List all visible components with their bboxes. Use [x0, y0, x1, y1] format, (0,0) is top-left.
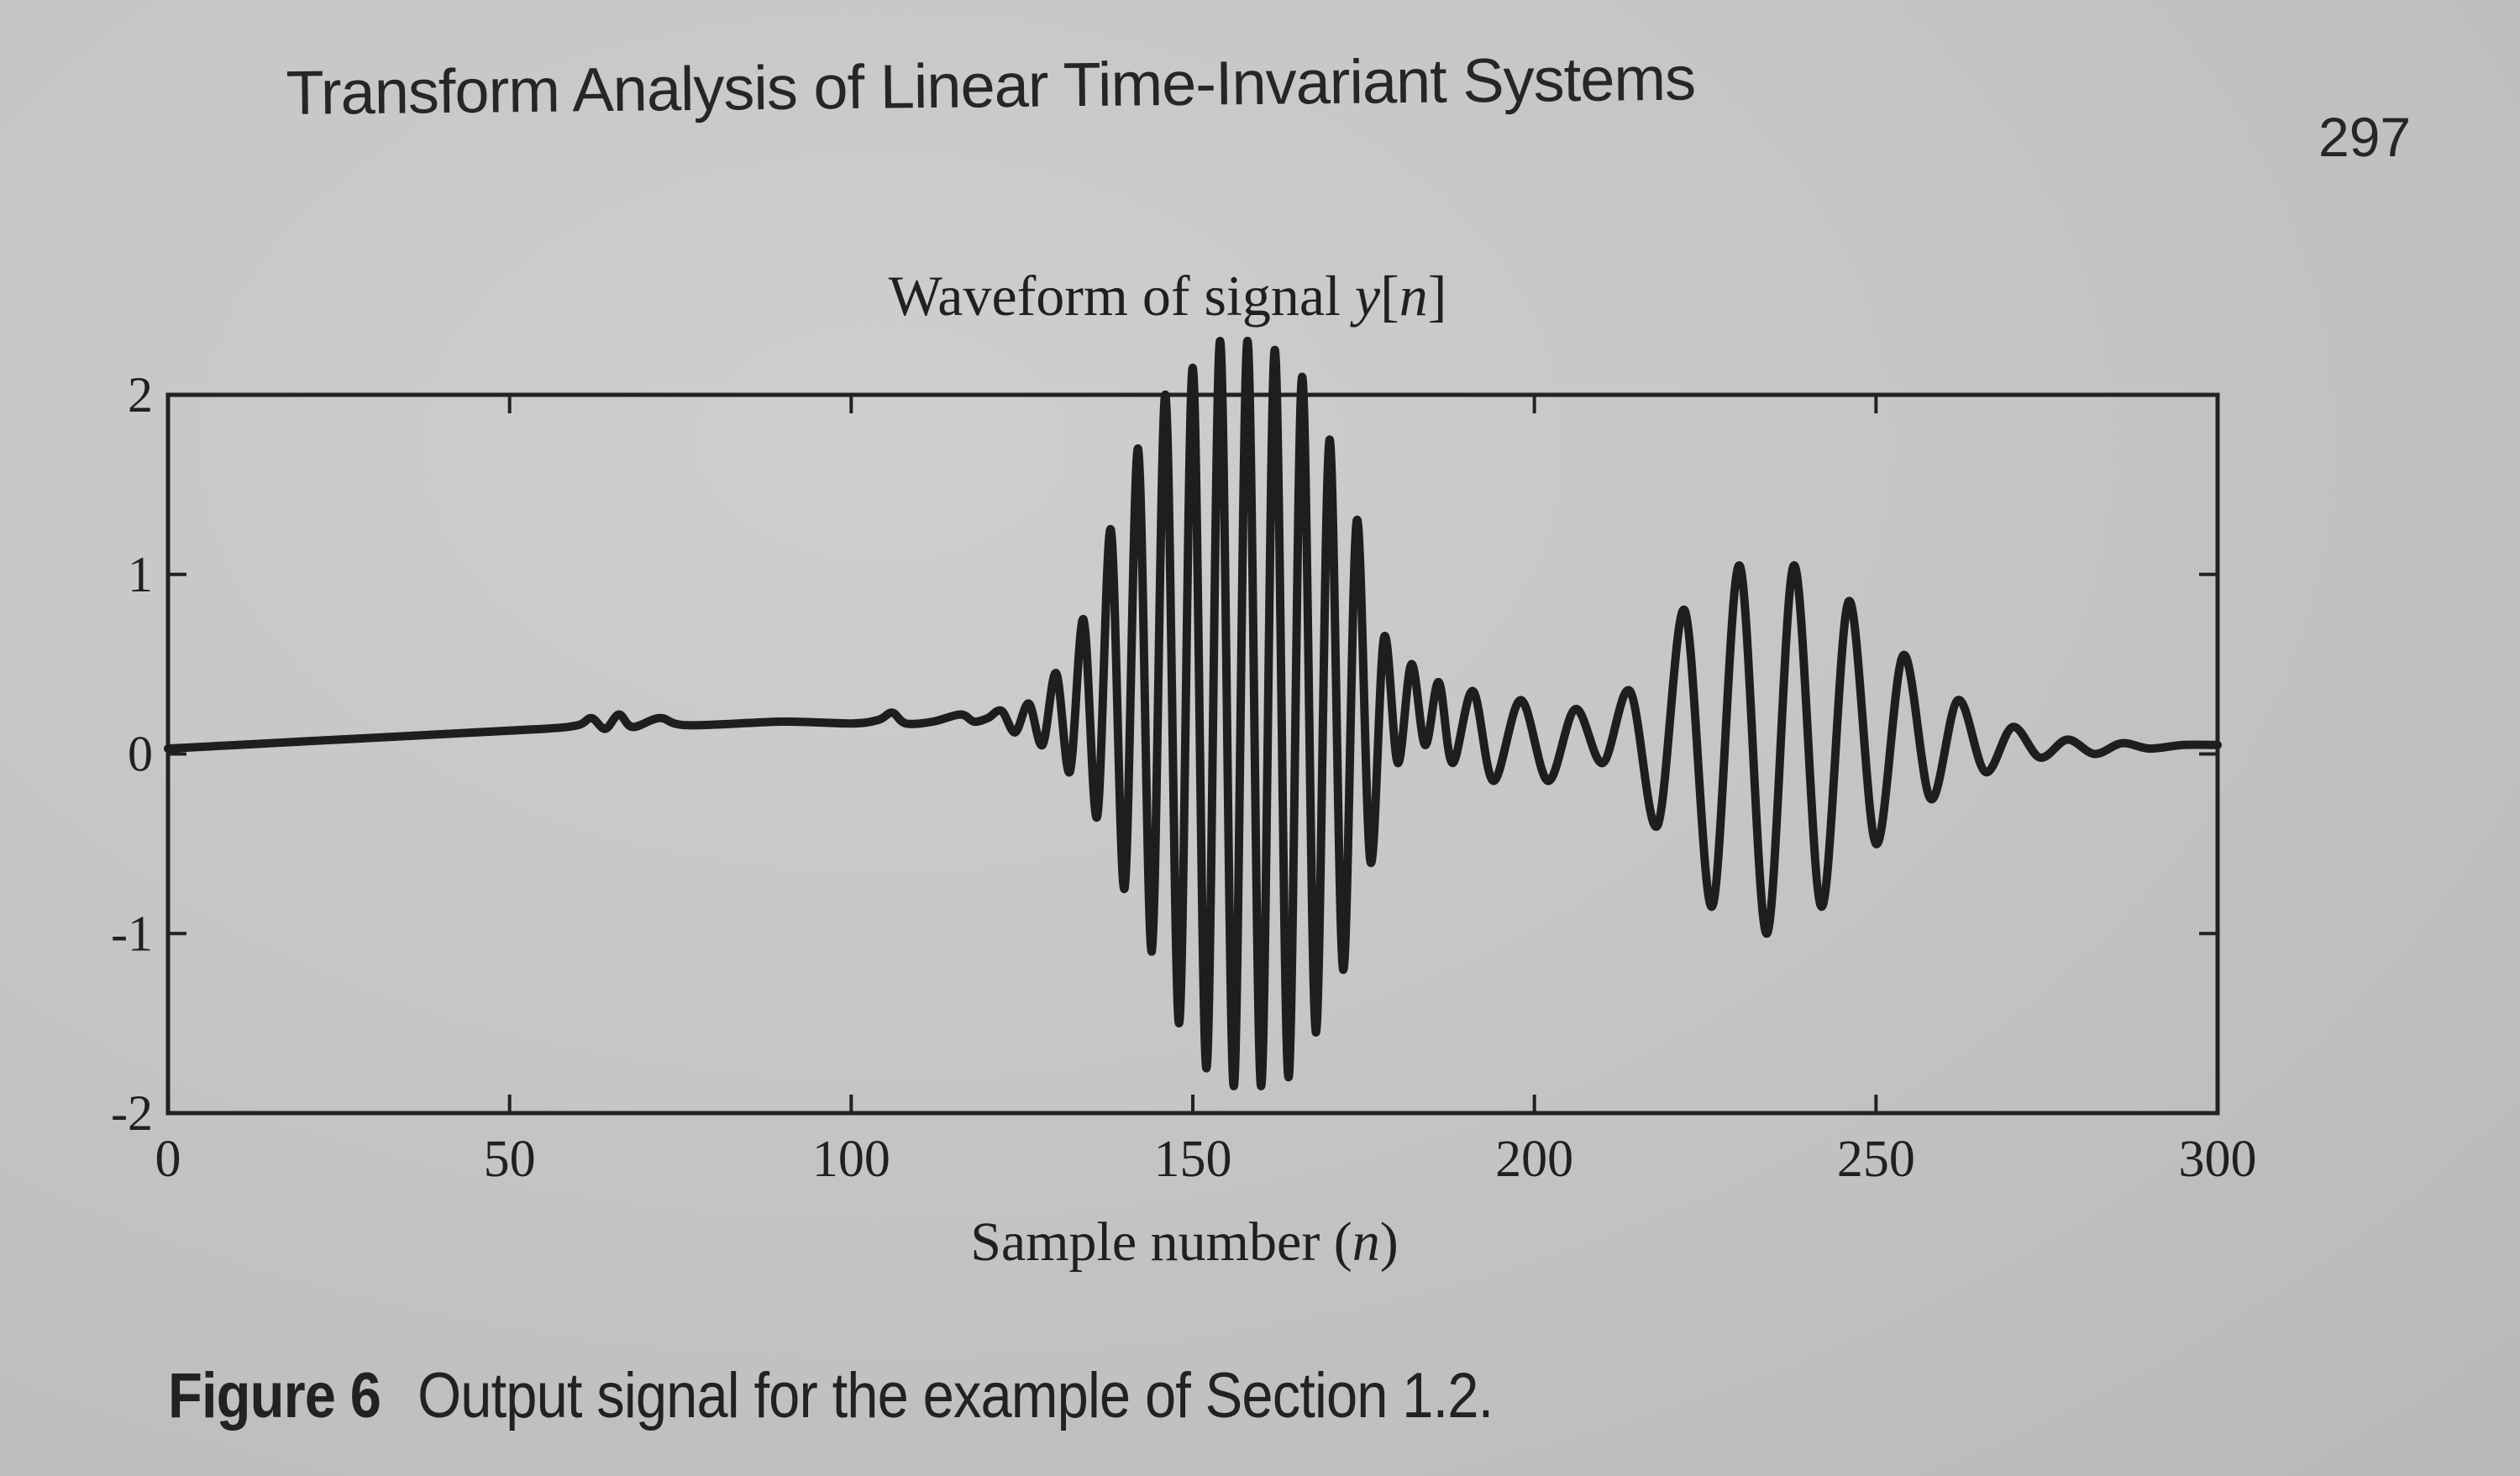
- x-tick-label: 250: [1837, 1131, 1915, 1188]
- x-tick-label: 0: [155, 1131, 181, 1188]
- signal-line: [164, 336, 2222, 1090]
- x-tick-label: 100: [812, 1131, 890, 1188]
- x-axis-label-close: ): [1380, 1211, 1399, 1273]
- y-ticks: -2 -1 0 1 2: [111, 367, 2218, 1141]
- x-axis-label-var: n: [1352, 1211, 1380, 1273]
- x-tick-label: 300: [2179, 1131, 2257, 1188]
- y-tick-label: -2: [111, 1085, 153, 1141]
- y-tick-label: 0: [128, 727, 153, 782]
- chart-title-text: Waveform of signal: [889, 264, 1355, 328]
- chart-title-index: n: [1399, 264, 1428, 328]
- chart-title-bracket-close: ]: [1428, 264, 1447, 328]
- waveform-chart: Waveform of signal y[n] 0 50 100 150 200 250 3…: [111, 264, 2257, 1273]
- x-tick-label: 50: [484, 1131, 536, 1188]
- x-tick-label: 200: [1495, 1131, 1573, 1188]
- chart-title: Waveform of signal y[n]: [889, 264, 1447, 328]
- page-number: 297: [2318, 106, 2412, 168]
- x-axis-label-text: Sample number (: [970, 1211, 1352, 1273]
- y-tick-label: -1: [111, 906, 153, 961]
- chart-title-var: y: [1350, 264, 1381, 328]
- y-tick-label: 1: [128, 547, 153, 602]
- figure-caption: Figure 6 Output signal for the example of…: [168, 1359, 1494, 1432]
- x-ticks: 0 50 100 150 200 250 300: [155, 395, 2257, 1188]
- chart-title-bracket-open: [: [1380, 264, 1399, 328]
- x-axis-label: Sample number (n): [970, 1211, 1399, 1273]
- y-tick-label: 2: [128, 367, 153, 423]
- x-tick-label: 150: [1154, 1131, 1232, 1188]
- figure-label: Figure 6: [168, 1360, 381, 1431]
- figure-caption-text: Output signal for the example of Section…: [417, 1360, 1494, 1431]
